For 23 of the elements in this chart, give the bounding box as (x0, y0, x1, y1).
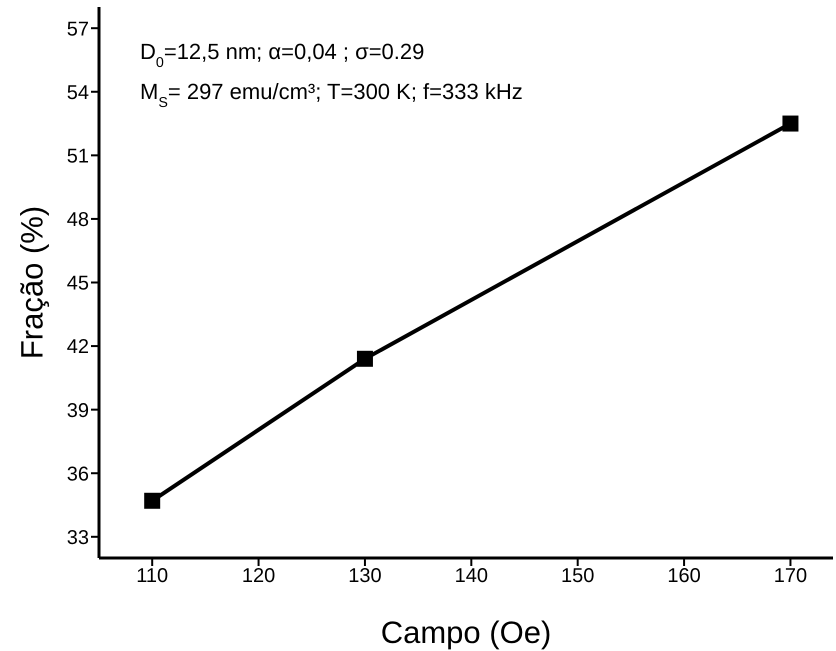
y-tick-label: 42 (66, 336, 89, 358)
x-tick-label: 110 (136, 565, 168, 588)
x-tick-label: 120 (242, 565, 276, 588)
x-tick-label: 170 (774, 565, 808, 588)
y-tick-label: 51 (66, 145, 89, 168)
point (144, 492, 160, 509)
x-tick-label: 140 (454, 565, 488, 588)
annotation: M$_{S}$= 297 emu/cm³; T=300 K; f=333 kHz (140, 79, 523, 111)
y-axis-title: Fração (%) (14, 206, 50, 360)
y-tick-label: 54 (66, 82, 89, 104)
y-tick-label: 36 (66, 463, 89, 486)
y-tick-label: 33 (66, 526, 89, 549)
x-axis-title: Campo (Oe) (380, 615, 552, 650)
x-tick-label: 160 (667, 565, 701, 588)
y-tick-label: 39 (66, 400, 89, 422)
x-tick-label: 130 (348, 565, 382, 588)
y-tick-label: 45 (66, 272, 89, 295)
point (782, 116, 798, 132)
y-tick-label: 48 (66, 209, 89, 232)
y-tick-label: 57 (66, 18, 89, 40)
annotation: D$_{0}$=12,5 nm; α=0,04 ; σ=0.29 (140, 39, 424, 71)
point (356, 350, 373, 367)
x-tick-label: 150 (561, 565, 594, 588)
